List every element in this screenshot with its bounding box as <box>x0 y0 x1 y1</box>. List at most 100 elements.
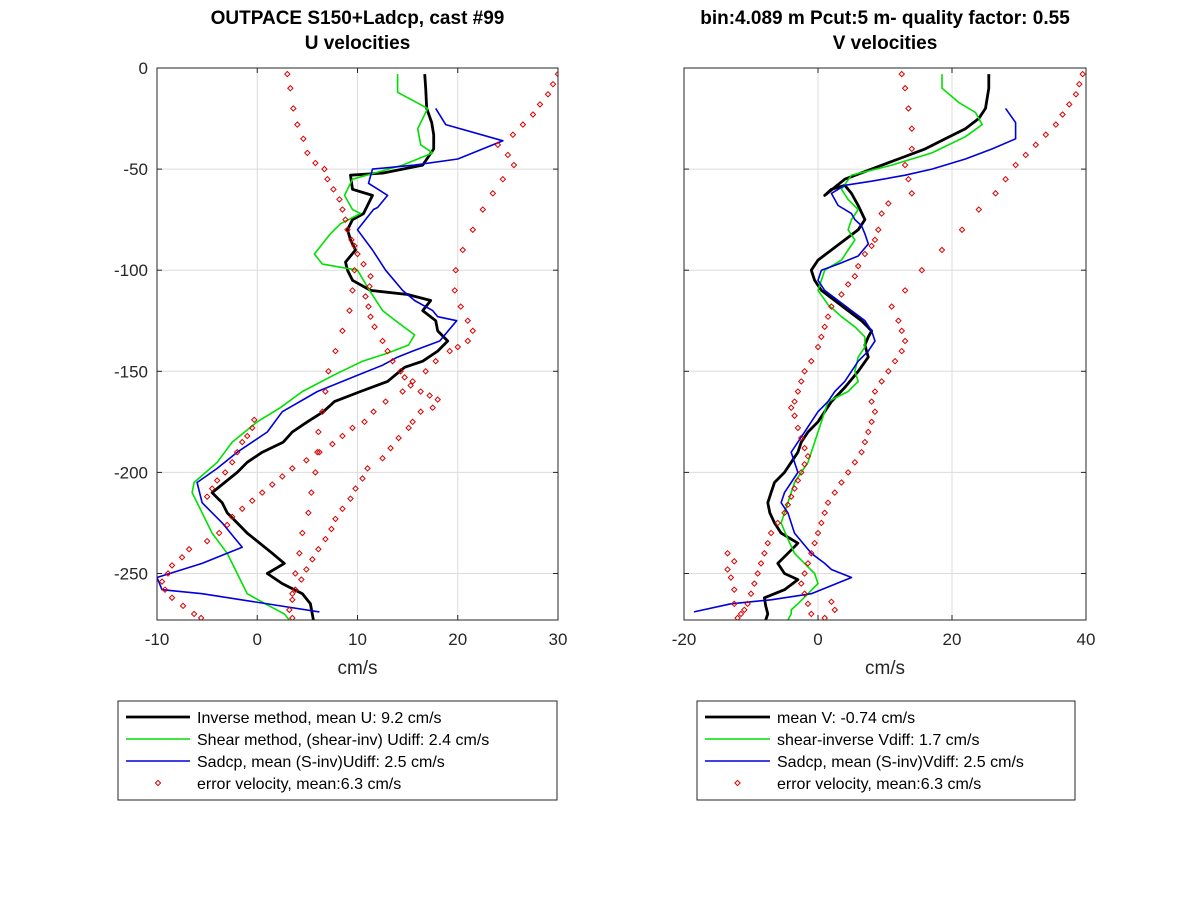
data-point <box>831 489 839 496</box>
axes-box <box>683 67 1087 621</box>
data-point <box>801 590 808 598</box>
series-line-2 <box>191 74 434 620</box>
data-point <box>908 190 916 197</box>
data-point <box>384 347 391 355</box>
data-point <box>844 469 852 476</box>
data-point <box>791 485 798 492</box>
data-point <box>544 90 552 98</box>
data-point <box>321 165 328 173</box>
data-point <box>895 317 902 325</box>
x-tick-label: 30 <box>549 630 568 649</box>
data-point <box>290 105 297 112</box>
panel-1: -10 0 10 20 300-50-100-150-200-250cm/sOUTPAC… <box>114 8 568 801</box>
data-point <box>434 396 442 403</box>
data-point <box>360 260 367 268</box>
data-point <box>339 505 346 513</box>
data-point <box>807 610 815 618</box>
data-point <box>801 461 808 468</box>
data-point <box>791 398 798 405</box>
data-point <box>831 606 839 614</box>
data-point <box>730 558 738 565</box>
data-point <box>464 337 472 345</box>
data-point <box>504 151 512 159</box>
data-point <box>417 388 424 395</box>
data-point <box>529 111 537 118</box>
data-point <box>975 206 983 213</box>
data-point <box>874 226 882 234</box>
data-point <box>1012 161 1019 169</box>
data-point <box>814 343 822 351</box>
data-point <box>861 250 869 258</box>
x-axis-label: cm/s <box>337 658 377 679</box>
data-point <box>250 416 258 424</box>
data-point <box>737 610 745 618</box>
data-point <box>190 610 198 618</box>
data-point <box>364 465 371 472</box>
data-point <box>469 226 477 234</box>
data-point <box>489 190 497 197</box>
data-point <box>405 424 412 432</box>
data-point <box>158 578 166 585</box>
data-point <box>395 434 402 442</box>
legend-entry-label: shear-inverse Vdiff: 1.7 cm/s <box>777 732 979 749</box>
data-point <box>510 161 518 169</box>
data-point <box>315 428 322 436</box>
data-point <box>397 367 404 375</box>
data-point <box>905 175 912 183</box>
data-point <box>351 266 358 274</box>
data-point <box>292 570 299 577</box>
data-point <box>446 347 454 355</box>
data-point <box>346 307 353 314</box>
x-tick-label: 20 <box>448 630 467 649</box>
data-point <box>168 562 176 569</box>
data-point <box>536 101 544 108</box>
data-point <box>332 347 339 355</box>
data-point <box>509 131 517 139</box>
data-point <box>303 566 310 573</box>
data-point <box>289 614 296 620</box>
panel-2: -20 0 20 40 cm/s bin:4.089 m Pcut:5 m- qualit… <box>672 8 1095 801</box>
data-point <box>452 266 460 274</box>
data-point <box>1022 151 1030 159</box>
data-point <box>854 262 862 270</box>
data-point <box>287 84 294 92</box>
data-point <box>298 576 305 583</box>
data-point <box>179 602 187 610</box>
data-point <box>284 70 291 78</box>
legend-entry-label: error velocity, mean:6.3 cm/s <box>777 776 981 793</box>
data-point <box>319 408 326 416</box>
data-point <box>305 509 312 517</box>
data-point <box>901 287 909 294</box>
data-point <box>348 236 355 244</box>
chart-title-line-2: V velocities <box>833 33 938 54</box>
series-line-2 <box>780 74 984 620</box>
data-point <box>464 317 472 325</box>
data-point <box>367 272 374 280</box>
chart-title-line-1: bin:4.089 m Pcut:5 m- quality factor: 0.… <box>700 8 1070 29</box>
data-point <box>519 121 527 128</box>
legend-marker <box>734 779 741 787</box>
legend: mean V: -0.74 cm/s shear-inverse Vdiff: 1… <box>696 700 1076 801</box>
series-error-velocity <box>158 70 558 620</box>
data-point <box>330 186 337 193</box>
data-point <box>429 404 436 411</box>
data-point <box>299 529 306 537</box>
data-point <box>878 210 885 217</box>
data-point <box>459 246 467 254</box>
data-point <box>362 293 369 300</box>
data-point <box>324 175 331 183</box>
data-point <box>781 509 788 517</box>
data-point <box>164 570 172 577</box>
data-point <box>1002 175 1009 183</box>
data-point <box>838 291 845 298</box>
data-point <box>469 327 477 335</box>
data-point <box>891 357 899 365</box>
data-point <box>238 505 246 513</box>
data-point <box>185 545 193 553</box>
data-point <box>407 382 414 389</box>
data-point <box>871 388 879 395</box>
data-point <box>304 149 311 157</box>
data-point <box>898 347 906 355</box>
plot-area <box>684 68 1086 620</box>
data-point <box>844 281 852 288</box>
